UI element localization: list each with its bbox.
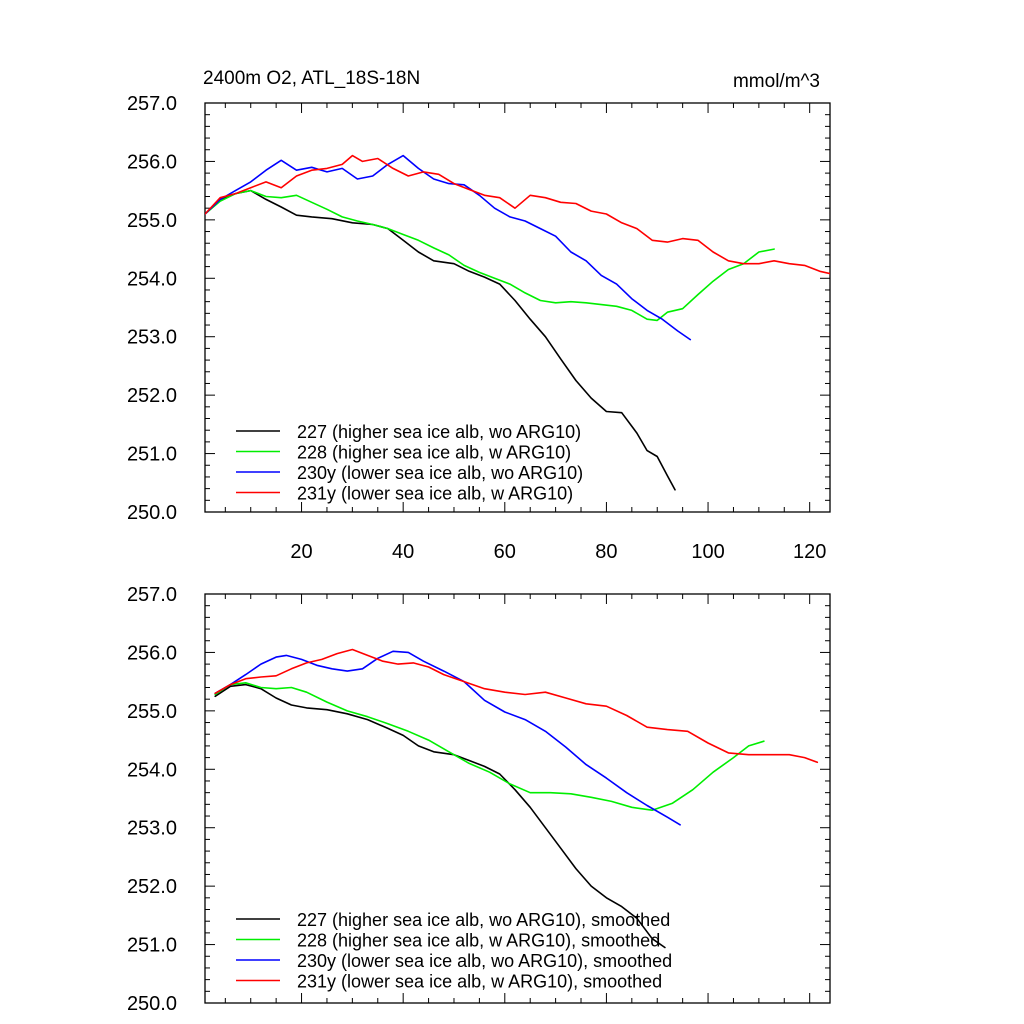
plot-frame — [204, 593, 831, 1004]
y-tick-label: 253.0 — [127, 818, 177, 840]
x-tick-label: 120 — [793, 541, 826, 563]
bottom-panel: 250.0 251.0 252.0 253.0 254.0 255.0 256.0 257.0… — [127, 584, 831, 1015]
legend-label: 230y (lower sea ice alb, wo ARG10), smoo… — [297, 951, 672, 971]
units-label: mmol/m^3 — [733, 71, 820, 92]
y-tick-label: 250.0 — [127, 993, 177, 1015]
y-tick-label: 257.0 — [127, 584, 177, 606]
chart-title: 2400m O2, ATL_18S-18N — [203, 68, 420, 89]
series-group — [205, 154, 830, 491]
y-tick-label: 256.0 — [127, 151, 177, 173]
series-line-3 — [205, 154, 692, 341]
y-tick-label: 254.0 — [127, 759, 177, 781]
legend-label: 231y (lower sea ice alb, w ARG10), smoot… — [297, 972, 662, 992]
y-tick-label: 255.0 — [127, 210, 177, 232]
legend-label: 228 (higher sea ice alb, w ARG10), smoot… — [297, 931, 660, 951]
series-line-4 — [205, 154, 830, 275]
x-tick-label: 100 — [691, 541, 724, 563]
plot-frame — [204, 102, 831, 513]
series-line-2 — [205, 189, 775, 322]
y-tick-label: 256.0 — [127, 642, 177, 664]
y-tick-label: 255.0 — [127, 701, 177, 723]
y-tick-label: 253.0 — [127, 327, 177, 349]
legend-label: 228 (higher sea ice alb, w ARG10) — [297, 443, 571, 463]
y-tick-label: 250.0 — [127, 502, 177, 524]
series-line-2 — [214, 681, 765, 812]
y-tick-label: 251.0 — [127, 935, 177, 957]
legend-label: 227 (higher sea ice alb, wo ARG10), smoo… — [297, 910, 670, 930]
legend-label: 231y (lower sea ice alb, w ARG10) — [297, 484, 573, 504]
legend-label: 227 (higher sea ice alb, wo ARG10) — [297, 422, 581, 442]
x-tick-label: 60 — [494, 541, 516, 563]
series-line-3 — [214, 650, 681, 826]
top-panel: 250.0 251.0 252.0 253.0 254.0 255.0 256.0 257.0… — [127, 93, 831, 563]
series-line-1 — [214, 683, 666, 949]
series-line-4 — [214, 648, 819, 764]
x-tick-label: 40 — [392, 541, 414, 563]
series-group — [214, 648, 819, 949]
y-tick-label: 257.0 — [127, 93, 177, 115]
x-tick-label: 80 — [595, 541, 617, 563]
x-tick-label: 20 — [290, 541, 312, 563]
legend-label: 230y (lower sea ice alb, wo ARG10) — [297, 463, 583, 483]
y-tick-label: 252.0 — [127, 385, 177, 407]
y-tick-label: 254.0 — [127, 268, 177, 290]
series-line-1 — [205, 189, 676, 491]
y-tick-label: 251.0 — [127, 444, 177, 466]
y-tick-label: 252.0 — [127, 876, 177, 898]
